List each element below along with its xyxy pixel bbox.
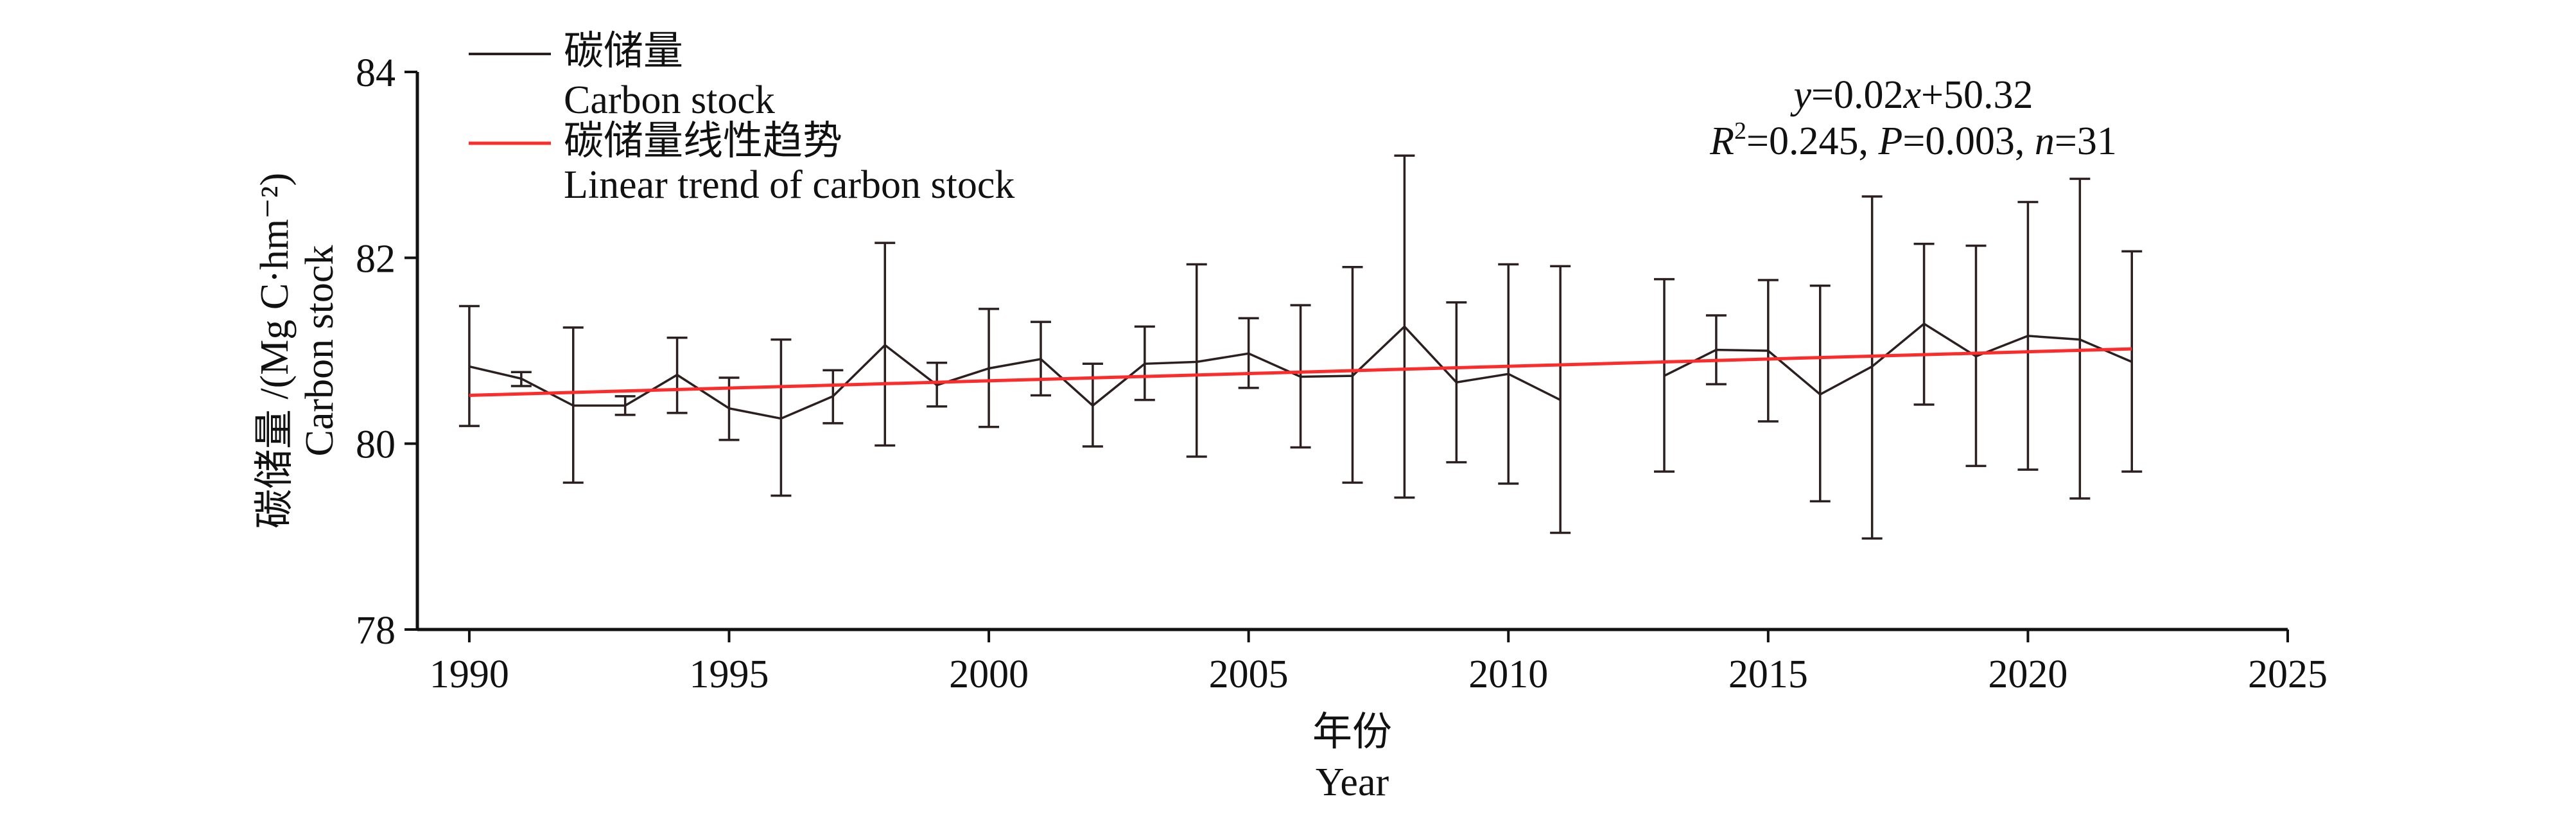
eq-slope: =0.02 <box>1811 73 1903 117</box>
x-axis-title-en: Year <box>1316 761 1389 804</box>
x-tick-label-2010: 2010 <box>1468 653 1548 696</box>
error-bar-1990 <box>458 304 480 427</box>
eq-intercept: +50.32 <box>1921 73 2033 117</box>
y-tick-label-84: 84 <box>356 51 396 95</box>
stat-r-symbol: R <box>1709 119 1734 163</box>
stat-p-value: =0.003, <box>1902 119 2034 163</box>
eq-x: x <box>1903 73 1922 117</box>
eq-y: y <box>1790 73 1812 117</box>
error-bars <box>458 154 2143 540</box>
legend-label-linear-trend: 碳储量线性趋势 <box>564 119 842 163</box>
legend-label-linear-trend-en: Linear trend of carbon stock <box>564 163 1014 207</box>
legend-label-carbon-stock: 碳储量 <box>564 30 683 73</box>
y-axis-title-en: Carbon stock <box>298 245 342 457</box>
y-tick-label-78: 78 <box>356 609 396 653</box>
stat-n-value: =31 <box>2055 119 2117 163</box>
x-tick-label-2025: 2025 <box>2248 653 2328 696</box>
stat-r2-value: =0.245, <box>1746 119 1878 163</box>
y-tick-label-80: 80 <box>356 423 396 467</box>
stat-r-superscript: 2 <box>1734 118 1746 145</box>
stat-p-symbol: P <box>1878 119 1903 163</box>
series-line-linear-trend <box>469 347 2132 397</box>
stat-n-symbol: n <box>2035 119 2055 163</box>
x-tick-label-2015: 2015 <box>1728 653 1808 696</box>
legend-label-carbon-stock-en: Carbon stock <box>564 78 775 122</box>
y-ticks: 78 80 82 84 <box>356 51 417 653</box>
x-tick-label-1995: 1995 <box>690 653 769 696</box>
error-bar-2004 <box>1186 263 1207 458</box>
x-tick-label-2005: 2005 <box>1209 653 1289 696</box>
x-ticks: 1990 1995 2000 2005 2010 2015 2020 2025 <box>430 630 2328 696</box>
x-tick-label-2020: 2020 <box>1988 653 2067 696</box>
x-tick-label-1990: 1990 <box>430 653 509 696</box>
regression-stats: R2=0.245, P=0.003, n=31 <box>1709 118 2117 163</box>
x-tick-label-2000: 2000 <box>949 653 1029 696</box>
legend: 碳储量 Carbon stock 碳储量线性趋势 Linear trend of… <box>469 30 1014 207</box>
y-axis-title: 碳储量 /(Mg C·hm⁻²) <box>253 173 297 529</box>
regression-equation: y=0.02x+50.32 <box>1790 73 2033 117</box>
x-axis-title: 年份 <box>1312 710 1392 754</box>
y-tick-label-82: 82 <box>356 237 396 281</box>
